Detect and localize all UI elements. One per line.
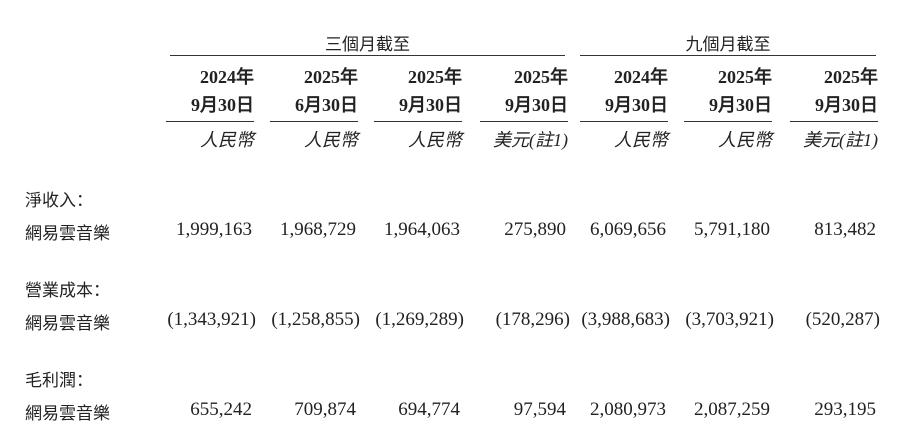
column-underline (580, 121, 668, 122)
table-cell: 1,999,163 (176, 219, 252, 240)
column-currency: 人民幣 (614, 130, 668, 150)
column-underline (270, 121, 358, 122)
table-cell: 2,087,259 (694, 399, 770, 420)
table-cell: 97,594 (513, 399, 566, 420)
table-cell: (178,296) (495, 309, 570, 330)
column-underline (374, 121, 462, 122)
column-year: 2024年 (614, 67, 668, 87)
column-currency: 人民幣 (200, 130, 254, 150)
table-cell: 813,482 (814, 219, 876, 240)
group-header-three-months: 三個月截至 (325, 35, 410, 55)
column-underline (480, 121, 568, 122)
table-cell: 694,774 (398, 399, 460, 420)
section-title: 毛利潤： (25, 371, 93, 391)
table-cell: (3,703,921) (685, 309, 774, 330)
group-divider (580, 55, 876, 56)
table-cell: 1,964,063 (384, 219, 460, 240)
column-year: 2025年 (304, 67, 358, 87)
table-cell: (1,258,855) (271, 309, 360, 330)
column-currency: 人民幣 (718, 130, 772, 150)
row-label: 網易雲音樂 (25, 224, 110, 244)
group-divider (170, 55, 565, 56)
column-year: 2025年 (408, 67, 462, 87)
column-currency: 美元(註1) (803, 130, 878, 150)
table-cell: 709,874 (294, 399, 356, 420)
column-currency: 人民幣 (304, 130, 358, 150)
column-year: 2024年 (200, 67, 254, 87)
table-cell: 1,968,729 (280, 219, 356, 240)
column-year: 2025年 (824, 67, 878, 87)
table-cell: 6,069,656 (590, 219, 666, 240)
column-date: 9月30日 (815, 95, 878, 115)
section-title: 營業成本： (25, 281, 110, 301)
column-underline (166, 121, 254, 122)
column-date: 6月30日 (295, 95, 358, 115)
column-year: 2025年 (514, 67, 568, 87)
row-label: 網易雲音樂 (25, 314, 110, 334)
group-header-nine-months: 九個月截至 (685, 35, 771, 55)
table-cell: (3,988,683) (581, 309, 670, 330)
table-cell: (1,269,289) (375, 309, 464, 330)
column-year: 2025年 (718, 67, 772, 87)
column-currency: 美元(註1) (493, 130, 568, 150)
table-cell: (520,287) (805, 309, 880, 330)
section-title: 淨收入： (25, 191, 93, 211)
column-date: 9月30日 (709, 95, 772, 115)
table-cell: (1,343,921) (167, 309, 256, 330)
column-underline (790, 121, 878, 122)
column-date: 9月30日 (399, 95, 462, 115)
column-currency: 人民幣 (408, 130, 462, 150)
row-label: 網易雲音樂 (25, 404, 110, 424)
column-date: 9月30日 (505, 95, 568, 115)
table-cell: 655,242 (190, 399, 252, 420)
column-underline (684, 121, 772, 122)
table-cell: 275,890 (504, 219, 566, 240)
table-cell: 293,195 (814, 399, 876, 420)
table-cell: 2,080,973 (590, 399, 666, 420)
column-date: 9月30日 (605, 95, 668, 115)
table-cell: 5,791,180 (694, 219, 770, 240)
column-date: 9月30日 (191, 95, 254, 115)
